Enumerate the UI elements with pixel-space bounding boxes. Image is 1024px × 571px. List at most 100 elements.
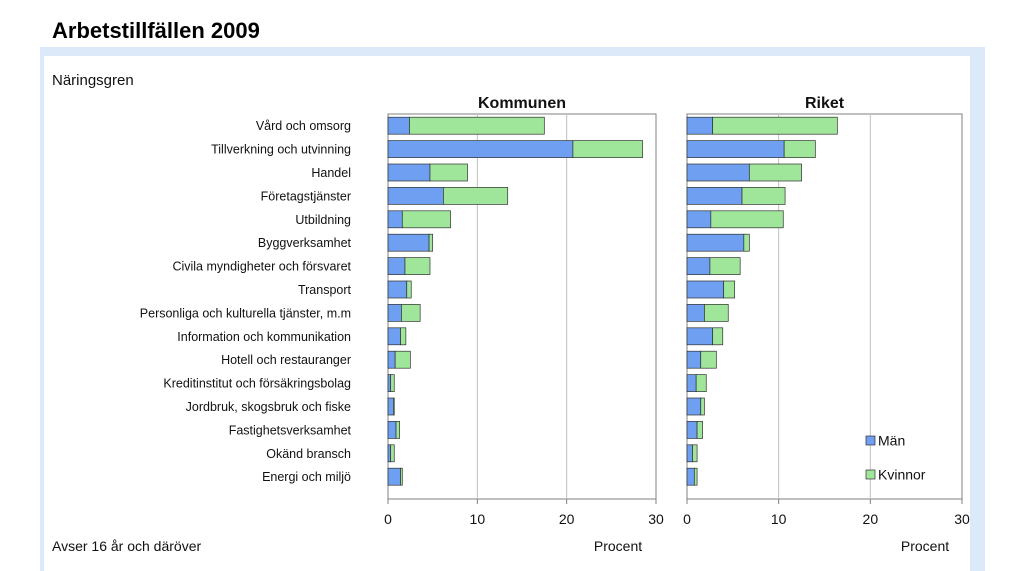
kommunen-x-tick-label: 0: [384, 511, 392, 527]
riket-bar-woman: [743, 233, 750, 252]
footnote: Avser 16 år och däröver: [52, 538, 202, 554]
kommunen-x-tick-label: 20: [559, 511, 575, 527]
riket-bar-man: [686, 467, 695, 486]
riket-x-tick-label: 20: [863, 511, 879, 527]
kommunen-bar-woman: [400, 327, 407, 346]
kommunen-bar-man: [387, 187, 444, 205]
category-label: Personliga och kulturella tjänster, m.m: [140, 306, 351, 320]
riket-bar-woman: [783, 140, 816, 158]
category-label: Kreditinstitut och försäkringsbolag: [163, 377, 351, 391]
riket-bar-woman: [748, 163, 802, 182]
legend-swatch-woman: [865, 469, 876, 480]
kommunen-bar-man: [387, 116, 410, 135]
category-label: Civila myndigheter och försvaret: [172, 260, 351, 274]
riket-bar-woman: [700, 397, 705, 416]
kommunen-bar-man: [387, 163, 431, 182]
kommunen-bar-woman: [390, 444, 395, 463]
riket-bar-man: [686, 421, 698, 439]
category-label: Information och kommunikation: [177, 330, 351, 344]
riket-x-tick-label: 10: [771, 511, 787, 527]
kommunen-bar-woman: [394, 350, 411, 369]
riket-x-axis-label: Procent: [901, 538, 949, 554]
riket-bar-woman: [712, 327, 724, 346]
riket-bar-man: [686, 257, 711, 275]
riket-bar-man: [686, 280, 725, 299]
category-label: Okänd bransch: [266, 447, 351, 461]
kommunen-bar-man: [387, 467, 401, 486]
kommunen-bar-man: [387, 444, 392, 463]
riket-bar-woman: [704, 304, 729, 322]
kommunen-bar-man: [387, 210, 403, 229]
kommunen-bar-woman: [443, 187, 509, 205]
riket-bar-man: [686, 210, 712, 229]
riket-bar-woman: [700, 350, 717, 369]
riket-bar-woman: [741, 187, 786, 205]
kommunen-bar-woman: [401, 304, 421, 322]
riket-bar-woman: [692, 444, 698, 463]
kommunen-bar-man: [387, 327, 401, 346]
kommunen-bar-man: [387, 140, 574, 158]
legend-label-woman: Kvinnor: [878, 467, 926, 483]
kommunen-x-tick-label: 30: [648, 511, 664, 527]
kommunen-bar-woman: [572, 140, 643, 158]
kommunen-bar-woman: [401, 210, 451, 229]
kommunen-chart-title: Kommunen: [478, 95, 566, 112]
kommunen-bar-woman: [428, 233, 434, 252]
kommunen-bar-man: [387, 304, 402, 322]
kommunen-bar-woman: [409, 116, 545, 135]
kommunen-x-axis-label: Procent: [594, 538, 642, 554]
category-label: Företagstjänster: [261, 189, 351, 203]
riket-bar-man: [686, 163, 750, 182]
riket-bar-woman: [695, 374, 707, 392]
kommunen-bar-man: [387, 257, 406, 275]
riket-bar-woman: [696, 421, 703, 439]
kommunen-bar-woman: [393, 397, 395, 416]
riket-bar-man: [686, 374, 697, 392]
kommunen-bar-man: [387, 421, 397, 439]
legend-label-man: Män: [878, 433, 905, 449]
kommunen-bar-man: [387, 233, 430, 252]
riket-chart-title: Riket: [805, 95, 845, 112]
category-header: Näringsgren: [52, 72, 134, 89]
kommunen-bar-woman: [406, 280, 412, 299]
kommunen-bar-woman: [390, 374, 395, 392]
category-label: Vård och omsorg: [256, 119, 351, 133]
legend-swatch-man: [865, 435, 876, 446]
kommunen-bar-man: [387, 350, 396, 369]
riket-bar-woman: [712, 116, 838, 135]
riket-bar-man: [686, 187, 743, 205]
riket-bar-woman: [709, 257, 741, 275]
riket-bar-man: [686, 140, 785, 158]
category-label: Fastighetsverksamhet: [229, 423, 352, 437]
riket-bar-woman: [723, 280, 736, 299]
kommunen-bar-woman: [429, 163, 468, 182]
riket-x-tick-label: 30: [954, 511, 970, 527]
kommunen-x-tick-label: 10: [470, 511, 486, 527]
category-label: Jordbruk, skogsbruk och fiske: [186, 400, 351, 414]
category-label: Transport: [298, 283, 352, 297]
riket-bar-man: [686, 327, 714, 346]
riket-bar-woman: [693, 467, 698, 486]
kommunen-bar-woman: [395, 421, 400, 439]
category-label: Tillverkning och utvinning: [211, 143, 351, 157]
kommunen-bar-man: [387, 280, 408, 299]
page-title: Arbetstillfällen 2009: [52, 18, 260, 43]
kommunen-bar-man: [387, 397, 394, 416]
category-label: Energi och miljö: [262, 470, 351, 484]
category-label: Hotell och restauranger: [221, 353, 351, 367]
riket-bar-woman: [710, 210, 784, 229]
kommunen-bar-woman: [404, 257, 431, 275]
riket-bar-man: [686, 444, 693, 463]
riket-bar-man: [686, 116, 714, 135]
riket-bar-man: [686, 304, 705, 322]
riket-bar-man: [686, 233, 745, 252]
kommunen-bar-woman: [400, 467, 403, 486]
category-label: Byggverksamhet: [258, 236, 352, 250]
kommunen-bar-man: [387, 374, 392, 392]
category-label: Utbildning: [295, 213, 351, 227]
riket-bar-man: [686, 350, 702, 369]
category-label: Handel: [311, 166, 351, 180]
riket-bar-man: [686, 397, 702, 416]
riket-x-tick-label: 0: [683, 511, 691, 527]
